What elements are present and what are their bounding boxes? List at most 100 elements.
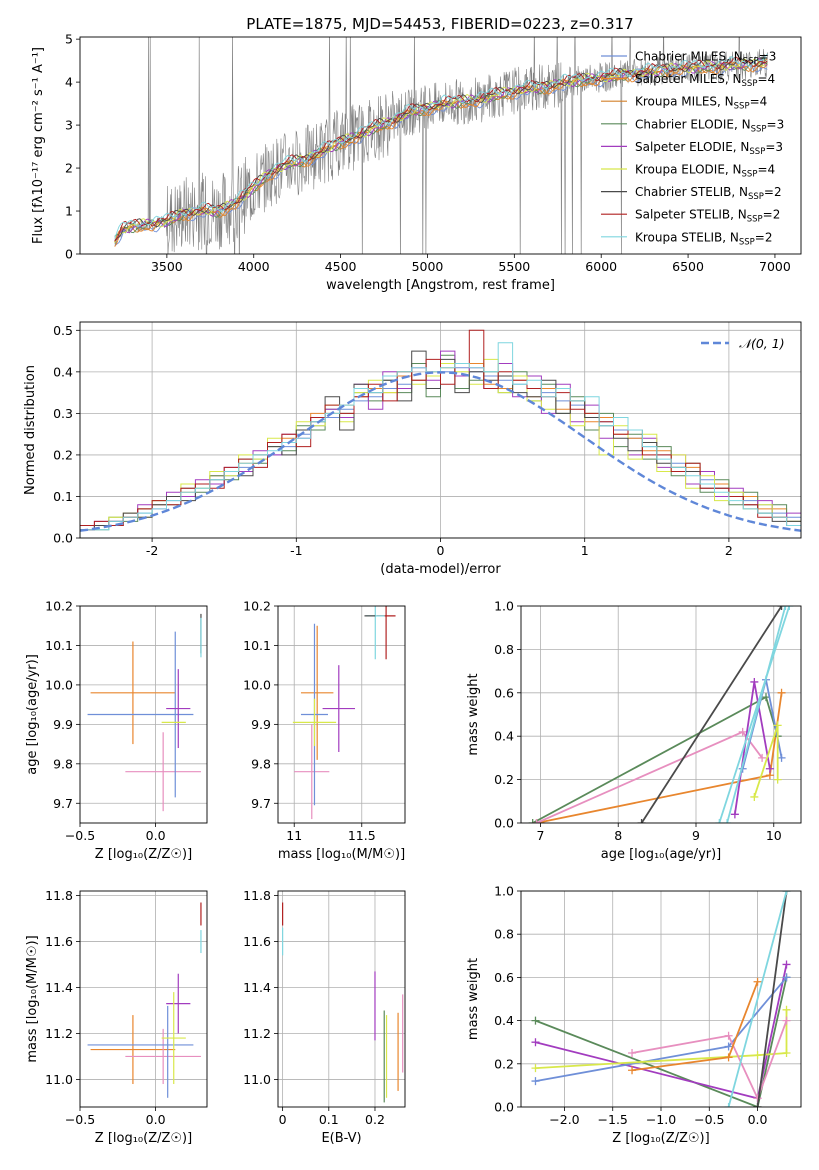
plot-area-mass-age — [278, 606, 405, 823]
legend-subscript: SSP — [748, 192, 764, 202]
panel-ebv-mass: 0 0.1 0.2 11.0 11.2 11.4 11.6 11.8 E(B-V) — [243, 888, 406, 1146]
x-tick-label: 0 — [437, 543, 445, 558]
plot-area-z-age — [80, 606, 207, 823]
legend-entry: Kroupa MILES, NSSP=4 — [635, 95, 767, 112]
x-tick-label: -2 — [146, 543, 158, 558]
y-tick-label: 11.2 — [243, 1026, 271, 1041]
y-tick-label: 0.8 — [494, 642, 514, 657]
legend-entry: Chabrier STELIB, NSSP=2 — [635, 185, 782, 202]
weight-marker — [724, 1053, 733, 1062]
weight-marker — [715, 819, 724, 823]
x-tick-label: 0.0 — [146, 828, 166, 843]
plot-area-z-weight — [521, 891, 801, 1107]
errorbar-point-5 — [161, 992, 186, 1085]
y-axis-label: Normed distribution — [23, 365, 38, 495]
panels: 3500 4000 4500 5000 5500 6000 6500 7000012345wa… — [23, 32, 802, 1146]
x-axis-label: wavelength [Angstrom, rest frame] — [326, 278, 555, 293]
legend-entry: Salpeter MILES, NSSP=4 — [635, 72, 775, 89]
x-tick-label: 7 — [536, 828, 544, 843]
weight-marker — [777, 753, 786, 762]
y-tick-label: 0.3 — [53, 406, 73, 421]
legend-entry: Salpeter STELIB, NSSP=2 — [635, 208, 780, 225]
legend-subscript: SSP — [742, 170, 758, 180]
legend-entry-name: Chabrier MILES, N — [635, 50, 743, 64]
legend-entry-name: Kroupa STELIB, N — [635, 230, 739, 244]
panel-mass-age: 11 11.5 9.7 9.8 9.9 10.0 10.1 10.2 mass [log₁₀(M… — [243, 599, 406, 862]
axes-frame — [79, 36, 802, 255]
weight-marker — [724, 1042, 733, 1051]
y-tick-label: 11.0 — [45, 1072, 73, 1087]
x-tick-label: 4500 — [325, 259, 357, 274]
y-tick-label: 0.5 — [53, 323, 73, 338]
x-tick-label: −0.5 — [694, 1112, 724, 1127]
weight-marker — [782, 891, 791, 895]
x-tick-label: −2.0 — [549, 1112, 579, 1127]
legend-equals: = — [765, 140, 775, 154]
y-axis-label: mass weight — [466, 958, 481, 1040]
weight-marker — [753, 1051, 762, 1060]
weight-marker — [531, 1038, 540, 1047]
legend-entry-name: Salpeter STELIB, N — [635, 208, 747, 222]
model-spectrum-5 — [114, 58, 768, 244]
weight-marker — [758, 753, 767, 762]
weight-marker — [750, 677, 759, 686]
errorbar-point-1 — [125, 732, 201, 812]
errorbar-point-0 — [90, 1015, 176, 1085]
y-tick-label: 0.0 — [53, 531, 73, 546]
y-tick-label: 11.4 — [45, 980, 73, 995]
y-tick-label: 0.0 — [494, 816, 514, 831]
legend-entry-name: Kroupa MILES, N — [635, 95, 734, 109]
legend-subscript: SSP — [739, 237, 755, 247]
weight-marker — [637, 819, 646, 823]
y-tick-label: 0.8 — [494, 927, 514, 942]
axes-frame — [520, 890, 802, 1108]
axes-frame — [79, 890, 208, 1108]
plot-area-ebv-mass — [278, 891, 405, 1107]
legend-entry-name: Salpeter ELODIE, N — [635, 140, 749, 154]
weight-marker — [724, 1031, 733, 1040]
weight-marker — [738, 727, 747, 736]
legend-equals: = — [764, 185, 774, 199]
y-tick-label: 10.1 — [45, 638, 73, 653]
y-tick-label: 1.0 — [494, 599, 514, 614]
weight-marker — [628, 1066, 637, 1075]
weight-marker — [781, 606, 790, 610]
x-axis-label: E(B-V) — [321, 1131, 361, 1146]
legend-entry: Chabrier MILES, NSSP=3 — [635, 50, 776, 67]
x-tick-label: −0.5 — [65, 828, 95, 843]
y-tick-label: 11.2 — [45, 1026, 73, 1041]
weight-marker — [531, 1077, 540, 1086]
gaussian-curve — [80, 371, 801, 532]
legend-n-ssp: 2 — [765, 230, 773, 244]
weight-marker — [528, 819, 537, 823]
y-tick-label: 0.4 — [53, 364, 73, 379]
x-tick-label: 6000 — [585, 259, 617, 274]
weight-marker — [782, 1005, 791, 1014]
legend-subscript: SSP — [743, 57, 759, 67]
legend-n-ssp: 4 — [760, 95, 768, 109]
axes-frame — [79, 321, 802, 539]
weight-line-8 — [726, 606, 787, 823]
weight-line-4 — [631, 1020, 788, 1101]
x-tick-label: 6500 — [672, 259, 704, 274]
weight-marker — [782, 1049, 791, 1057]
legend-entry: 𝒩(0, 1) — [739, 336, 785, 351]
y-tick-label: 11.6 — [45, 934, 73, 949]
x-tick-label: 0.0 — [748, 1112, 768, 1127]
y-tick-label: 10.2 — [243, 599, 271, 614]
x-tick-label: 0 — [279, 1112, 287, 1127]
weight-marker — [782, 1016, 791, 1025]
legend-equals: = — [767, 117, 777, 131]
legend-entry: Kroupa ELODIE, NSSP=4 — [635, 163, 775, 180]
x-tick-label: 3500 — [151, 259, 183, 274]
model-spectrum-2 — [114, 58, 768, 243]
x-axis-label: age [log₁₀(age/yr)] — [601, 847, 722, 862]
x-tick-label: −0.5 — [65, 1112, 95, 1127]
weight-marker — [753, 1103, 762, 1107]
y-tick-label: 11.8 — [243, 888, 271, 903]
x-tick-label: 11 — [286, 828, 302, 843]
legend-entry: Chabrier ELODIE, NSSP=3 — [635, 117, 784, 134]
weight-marker — [782, 973, 791, 982]
